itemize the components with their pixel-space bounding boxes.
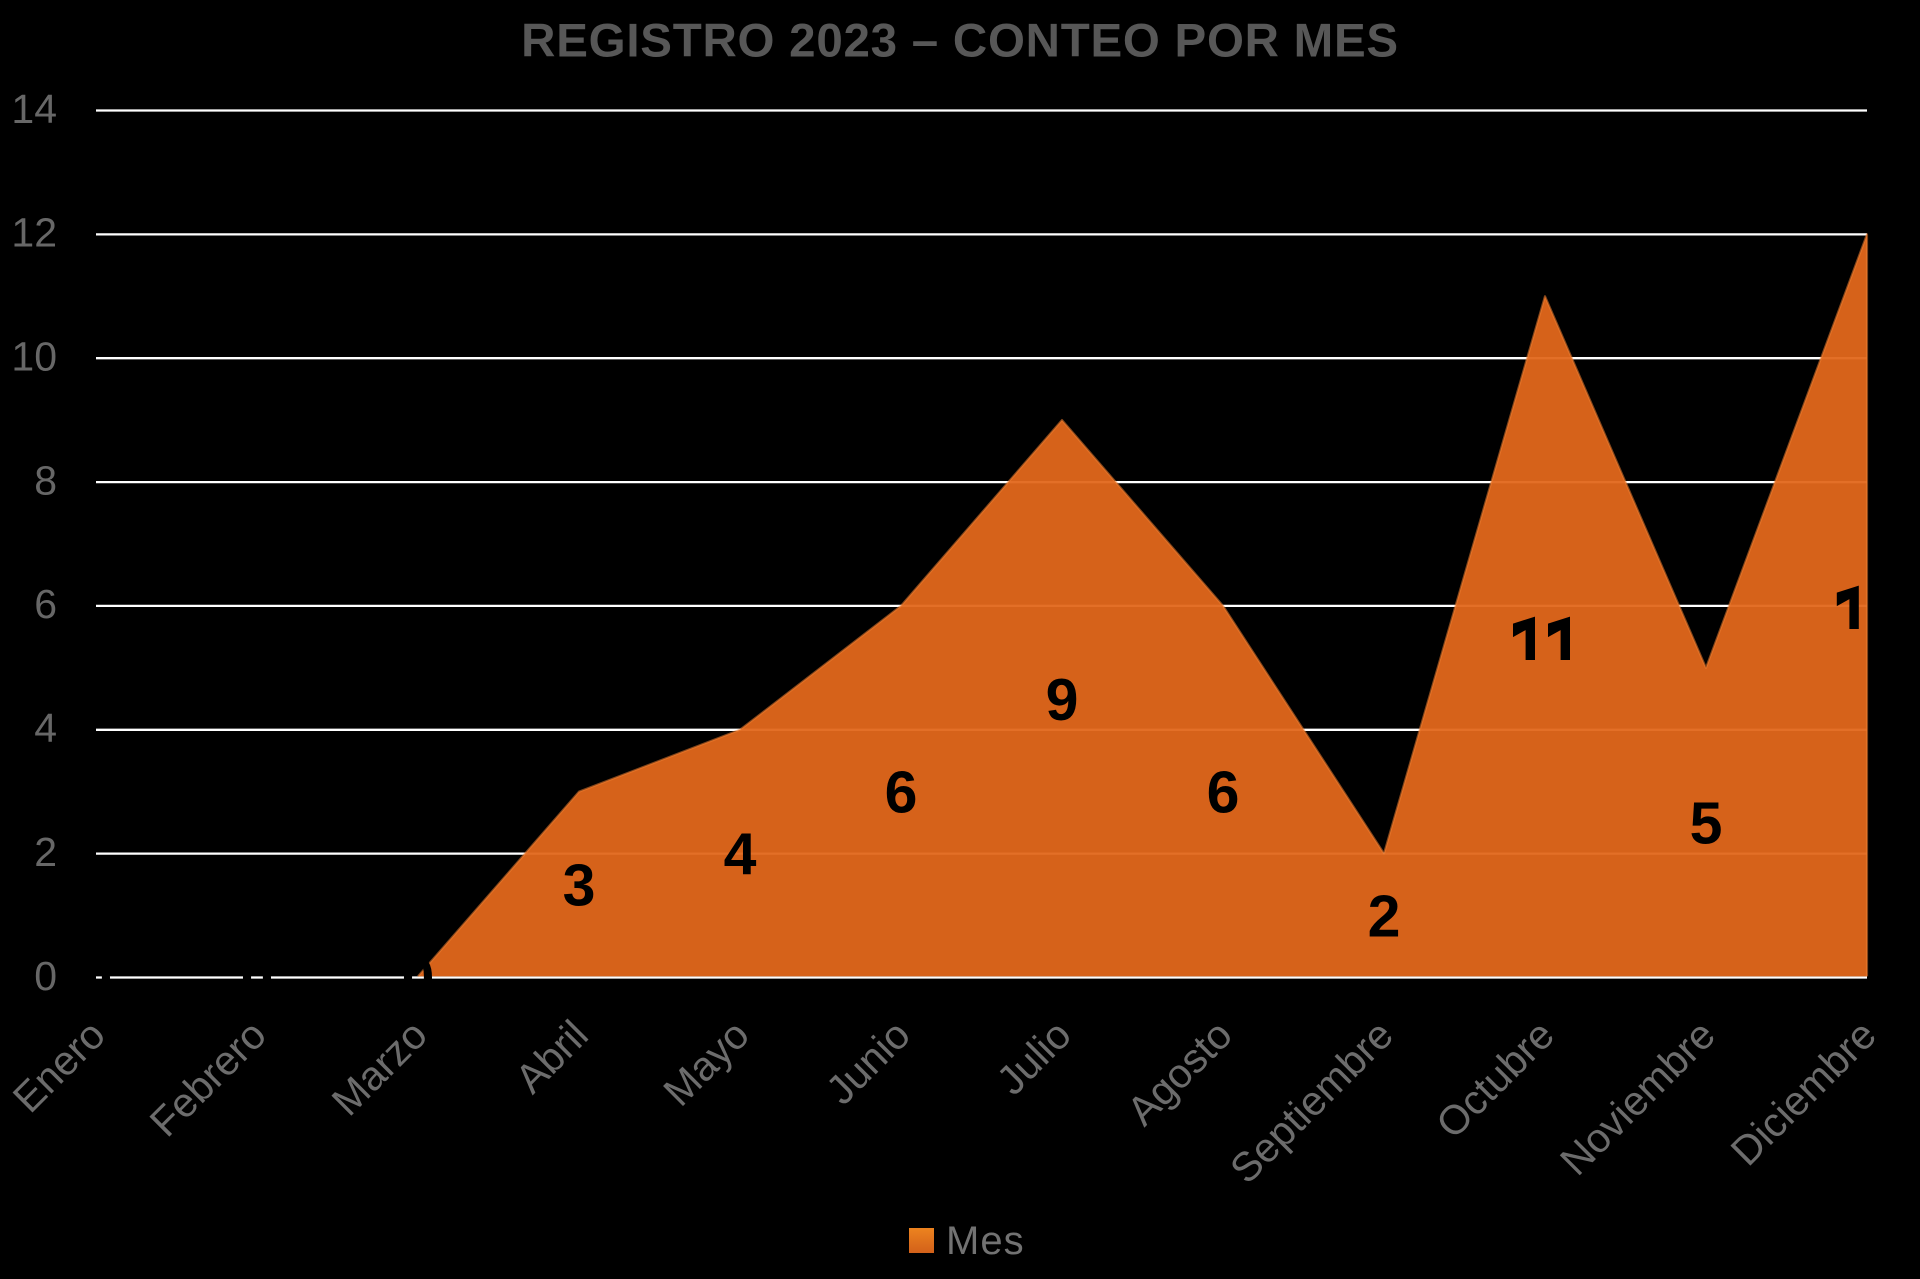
svg-text:6: 6: [1207, 760, 1240, 826]
svg-text:4: 4: [724, 822, 757, 888]
svg-text:14: 14: [11, 86, 57, 132]
svg-text:4: 4: [34, 705, 57, 751]
svg-text:10: 10: [11, 334, 57, 380]
svg-text:Mes: Mes: [946, 1219, 1025, 1263]
svg-text:6: 6: [885, 760, 918, 826]
svg-text:3: 3: [563, 853, 596, 919]
svg-text:2: 2: [1368, 884, 1401, 950]
svg-text:REGISTRO 2023 – CONTEO POR MES: REGISTRO 2023 – CONTEO POR MES: [521, 15, 1399, 68]
svg-text:0: 0: [80, 946, 113, 1012]
svg-text:0: 0: [241, 946, 274, 1012]
svg-text:0: 0: [402, 946, 435, 1012]
svg-text:2: 2: [34, 829, 57, 875]
svg-text:0: 0: [34, 953, 57, 999]
svg-text:8: 8: [34, 457, 57, 503]
svg-text:12: 12: [11, 210, 57, 256]
svg-text:6: 6: [34, 581, 57, 627]
svg-text:5: 5: [1690, 791, 1723, 857]
svg-text:9: 9: [1046, 667, 1079, 733]
